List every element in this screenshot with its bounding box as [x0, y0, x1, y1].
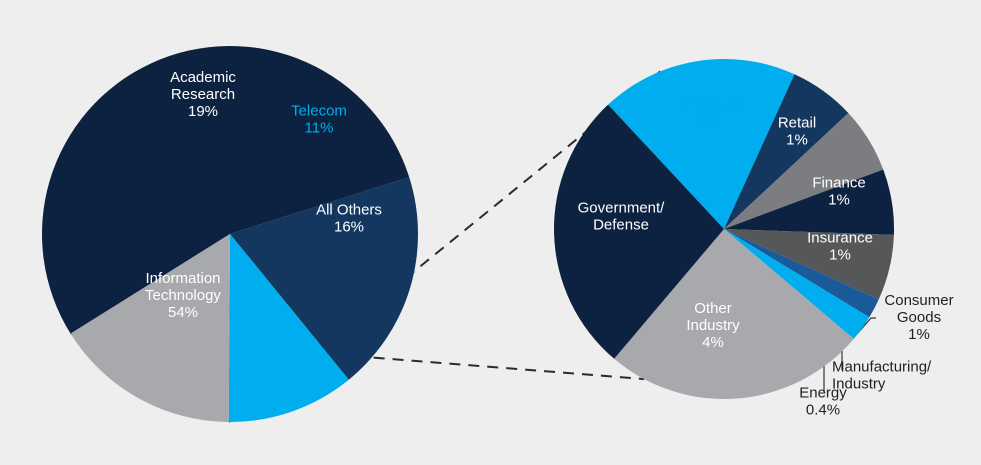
label-all-others: All Others 16%: [316, 202, 382, 236]
label-insurance: Insurance 1%: [807, 230, 873, 264]
main-pie: [41, 45, 419, 423]
slice-telecom: [228, 234, 349, 423]
slice-manufacturing: [724, 229, 879, 318]
slice-finance: [724, 113, 884, 229]
label-other: Other Industry 4%: [686, 300, 740, 351]
slice-all-others: [70, 234, 230, 422]
label-information: Information Technology 54%: [145, 270, 221, 321]
label-manufacturing: Manufacturing/Industry: [832, 359, 932, 393]
label-energy: Energy 0.4%: [799, 385, 847, 419]
slice-labels: Information Technology 54% Academic Research…: [145, 69, 954, 419]
label-film-media: Film/Media 3%: [670, 97, 744, 131]
slice-insurance: [724, 169, 895, 235]
label-retail: Retail 1%: [778, 115, 816, 149]
label-government: Government/Defense: [578, 200, 666, 234]
slice-retail: [724, 74, 849, 229]
slice-film-media: [608, 59, 795, 230]
slice-information: [41, 45, 410, 334]
label-consumer: Consumer Goods 1%: [884, 292, 953, 343]
slice-energy: [724, 229, 870, 339]
slice-government: [554, 104, 724, 359]
slice-consumer: [724, 229, 894, 300]
slice-other: [614, 229, 854, 399]
detail-pie: [554, 59, 895, 399]
slice-academic: [230, 177, 419, 380]
label-finance: Finance 1%: [812, 175, 865, 209]
label-telecom: Telecom 11%: [291, 103, 347, 137]
label-academic: Academic Research 19%: [170, 69, 236, 120]
